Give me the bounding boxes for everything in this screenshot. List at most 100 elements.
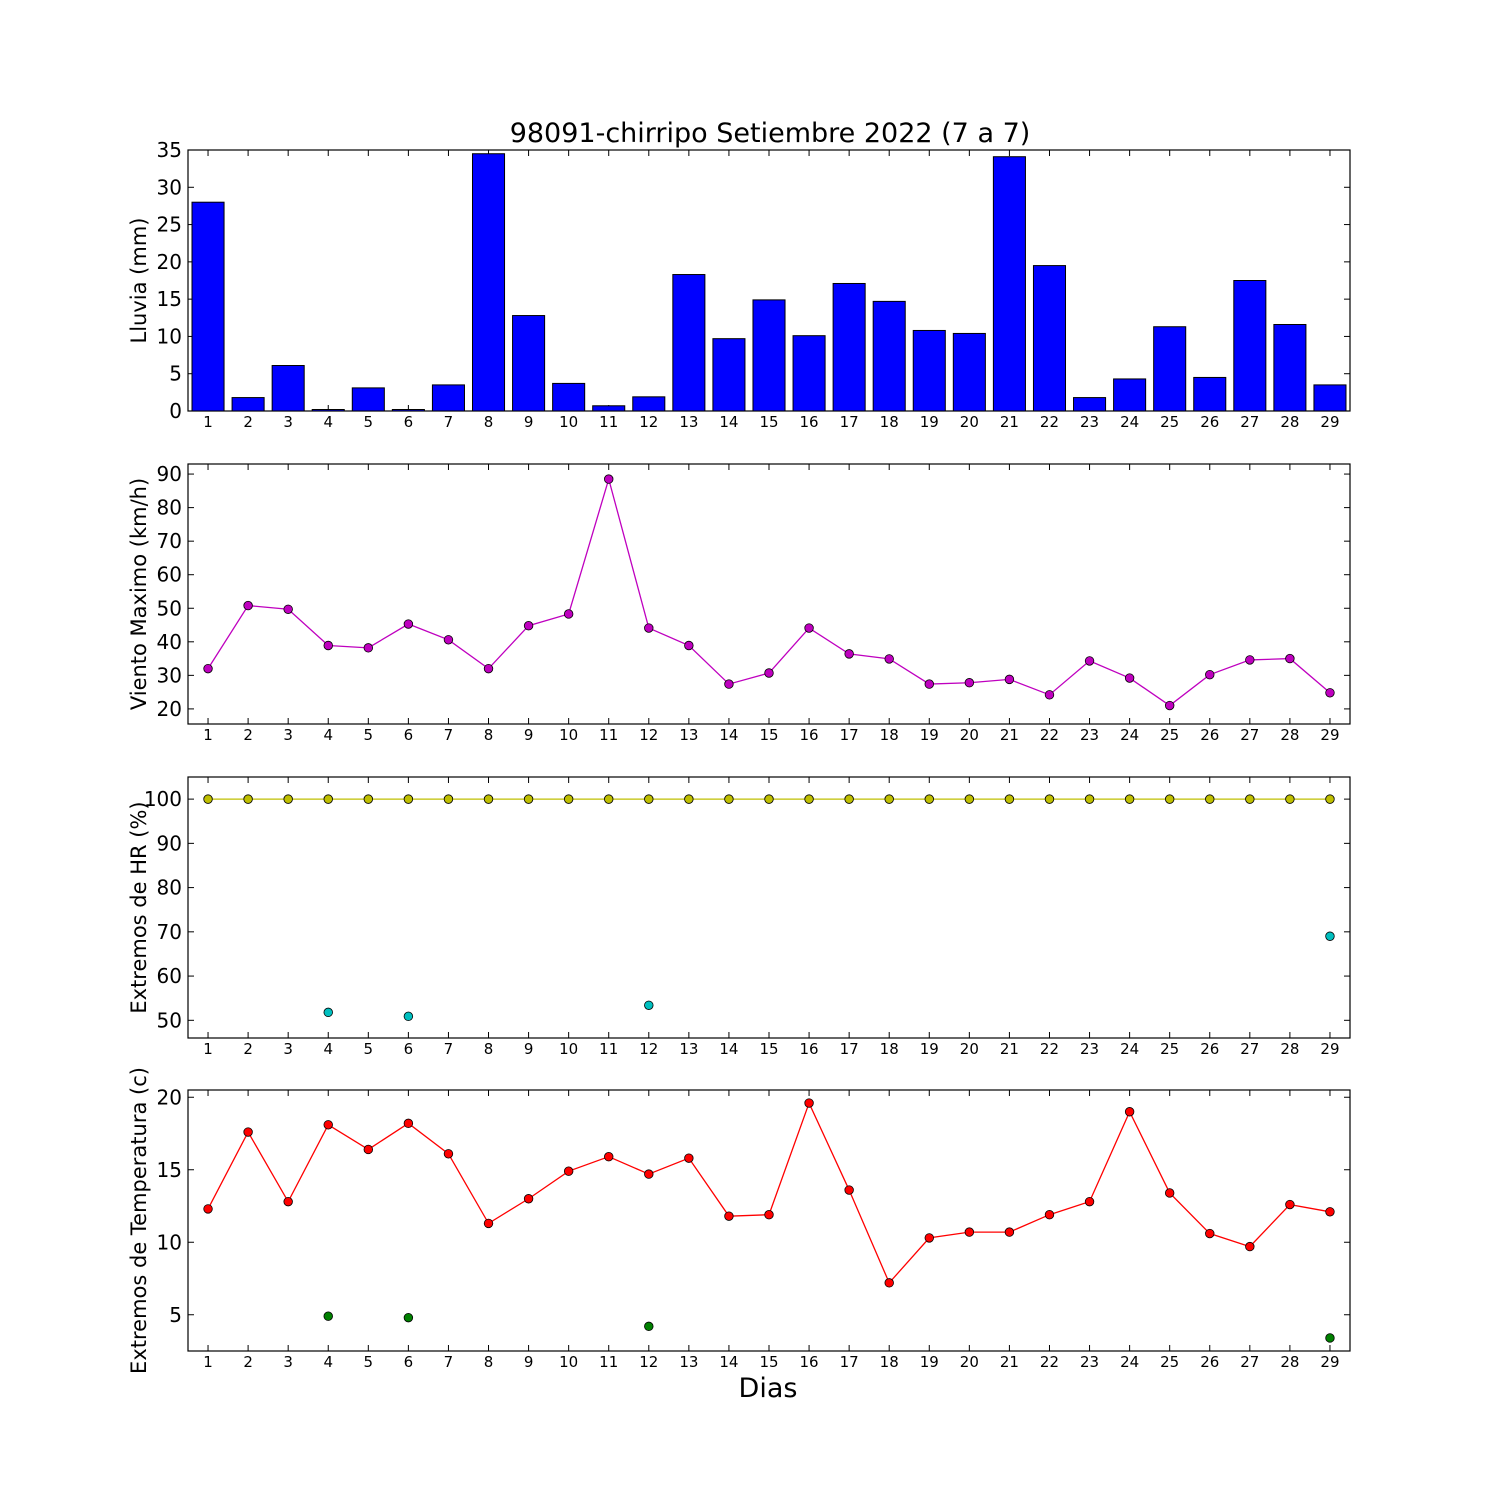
x-tick-label: 1	[203, 413, 213, 431]
x-tick-label: 20	[960, 1353, 979, 1371]
x-tick-label: 20	[960, 1040, 979, 1058]
x-tick-label: 1	[203, 1353, 213, 1371]
bar	[431, 384, 465, 412]
data-point	[884, 1278, 894, 1288]
data-point	[563, 609, 574, 619]
data-point	[523, 794, 534, 804]
x-tick-label: 26	[1200, 1353, 1219, 1371]
data-point	[283, 604, 293, 614]
y-tick-label: 30	[157, 175, 182, 199]
x-tick-label: 3	[283, 413, 293, 431]
y-tick-label: 5	[169, 362, 182, 386]
x-tick-label: 7	[444, 1353, 454, 1371]
data-point	[1004, 674, 1015, 685]
bar	[1193, 376, 1227, 412]
y-tick-label: 40	[157, 630, 182, 654]
x-tick-label: 18	[880, 413, 899, 431]
data-point	[323, 1120, 333, 1130]
x-tick-label: 17	[840, 1353, 859, 1371]
bar	[872, 300, 906, 412]
data-point	[403, 619, 414, 629]
data-point	[724, 794, 734, 804]
x-tick-label: 5	[364, 1040, 374, 1058]
y-axis-title: Lluvia (mm)	[127, 218, 151, 344]
bar	[832, 282, 866, 412]
y-axis-title: Viento Maximo (km/h)	[127, 478, 151, 710]
x-tick-label: 29	[1320, 1040, 1339, 1058]
data-point	[684, 640, 694, 651]
x-tick-label: 4	[323, 726, 333, 744]
data-point	[1325, 794, 1335, 804]
data-point	[604, 474, 614, 484]
y-tick-label: 20	[157, 1085, 182, 1109]
data-point	[1325, 1207, 1335, 1217]
data-point	[964, 794, 975, 804]
x-tick-label: 18	[880, 726, 899, 744]
data-point	[283, 794, 293, 804]
data-point	[1124, 1107, 1135, 1117]
data-point	[1044, 1209, 1055, 1220]
data-point	[1044, 690, 1055, 700]
data-point	[1325, 931, 1335, 941]
bar	[1073, 397, 1107, 412]
data-point	[563, 1166, 574, 1176]
data-point	[684, 794, 694, 804]
data-point	[764, 668, 774, 678]
x-tick-label: 16	[800, 726, 819, 744]
bar	[1313, 384, 1347, 412]
data-point	[523, 621, 534, 631]
x-tick-label: 17	[840, 726, 859, 744]
x-tick-label: 16	[800, 1353, 819, 1371]
y-tick-label: 50	[157, 596, 182, 620]
x-tick-label: 14	[719, 1040, 738, 1058]
x-tick-label: 13	[679, 726, 698, 744]
figure-title: 98091-chirripo Setiembre 2022 (7 a 7)	[510, 118, 1031, 149]
x-tick-label: 28	[1280, 1040, 1299, 1058]
x-tick-label: 13	[679, 1353, 698, 1371]
x-tick-label: 11	[599, 413, 618, 431]
y-tick-label: 0	[169, 399, 182, 423]
data-point	[1325, 688, 1335, 698]
data-point	[1205, 669, 1215, 680]
x-tick-label: 17	[840, 413, 859, 431]
data-point	[1084, 1196, 1095, 1207]
x-tick-label: 21	[1000, 1353, 1019, 1371]
bar	[552, 382, 586, 412]
bar	[471, 153, 506, 412]
data-point	[403, 1011, 414, 1022]
x-tick-label: 24	[1120, 726, 1139, 744]
x-tick-label: 29	[1320, 413, 1339, 431]
x-tick-label: 16	[800, 1040, 819, 1058]
data-point	[844, 794, 854, 804]
x-tick-label: 20	[960, 413, 979, 431]
y-tick-label: 30	[157, 663, 182, 687]
data-point	[1164, 794, 1175, 804]
data-point	[1205, 794, 1215, 804]
x-tick-label: 8	[484, 413, 494, 431]
x-tick-label: 10	[559, 1353, 578, 1371]
x-tick-label: 19	[920, 726, 939, 744]
panel-4: 1 2 3 4 5 6 7 8 9 10 11 12 13 14 15 16 17 18 19 20 21 22 23 24 2…	[127, 1067, 1351, 1374]
data-point	[804, 623, 814, 633]
data-point	[924, 794, 934, 804]
data-point	[563, 794, 574, 804]
data-point	[644, 794, 654, 804]
data-point	[363, 643, 374, 653]
data-point	[483, 663, 494, 674]
x-tick-label: 3	[283, 1040, 293, 1058]
data-point	[644, 623, 654, 633]
x-tick-label: 5	[364, 1353, 374, 1371]
x-tick-label: 2	[243, 1353, 253, 1371]
data-point	[443, 794, 454, 804]
data-point	[884, 654, 894, 664]
x-tick-label: 9	[524, 1353, 534, 1371]
y-tick-label: 50	[157, 1008, 182, 1032]
x-tick-label: 13	[679, 413, 698, 431]
data-point	[844, 649, 854, 659]
data-point	[964, 1227, 975, 1237]
y-tick-label: 20	[157, 250, 182, 274]
data-point	[684, 1153, 694, 1163]
x-tick-label: 7	[444, 726, 454, 744]
y-tick-label: 100	[144, 787, 182, 811]
data-point	[1164, 1188, 1175, 1198]
